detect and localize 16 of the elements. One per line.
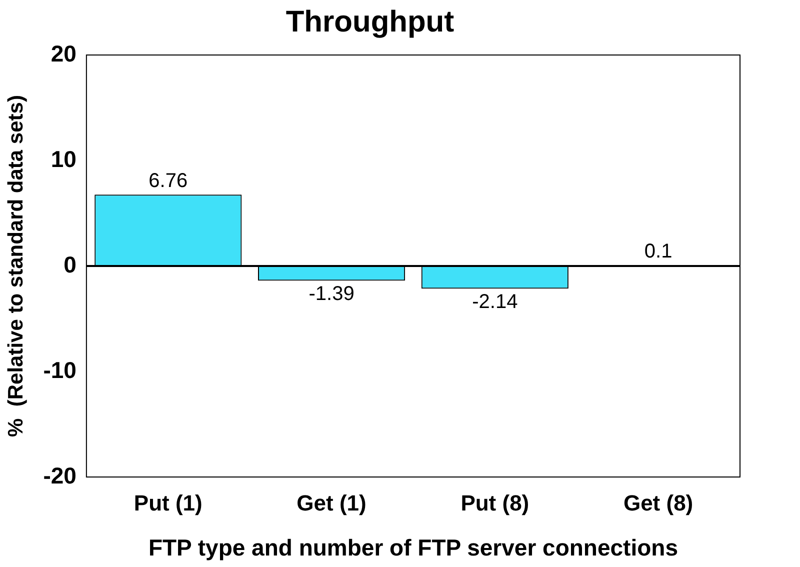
data-label: 6.76 (148, 170, 188, 192)
y-tick-label: 0 (64, 251, 76, 278)
y-tick-label: -10 (43, 356, 76, 383)
data-label: -2.14 (472, 291, 518, 314)
y-tick-label: 20 (50, 40, 76, 66)
y-axis-title: % (Relative to standard data sets) (4, 95, 28, 437)
x-tick-label: Get (1) (296, 490, 366, 516)
y-tick-label: 10 (50, 146, 76, 172)
x-axis-title: FTP type and number of FTP server connections (148, 534, 678, 561)
data-label: -1.39 (308, 283, 354, 306)
data-label: 0.1 (644, 240, 672, 262)
y-tick-label: -20 (43, 462, 76, 488)
x-tick-label: Put (1) (134, 490, 202, 516)
x-tick-label: Get (8) (623, 490, 694, 516)
chart-title: Throughput (286, 5, 454, 38)
x-tick-label: Put (8) (460, 490, 530, 516)
